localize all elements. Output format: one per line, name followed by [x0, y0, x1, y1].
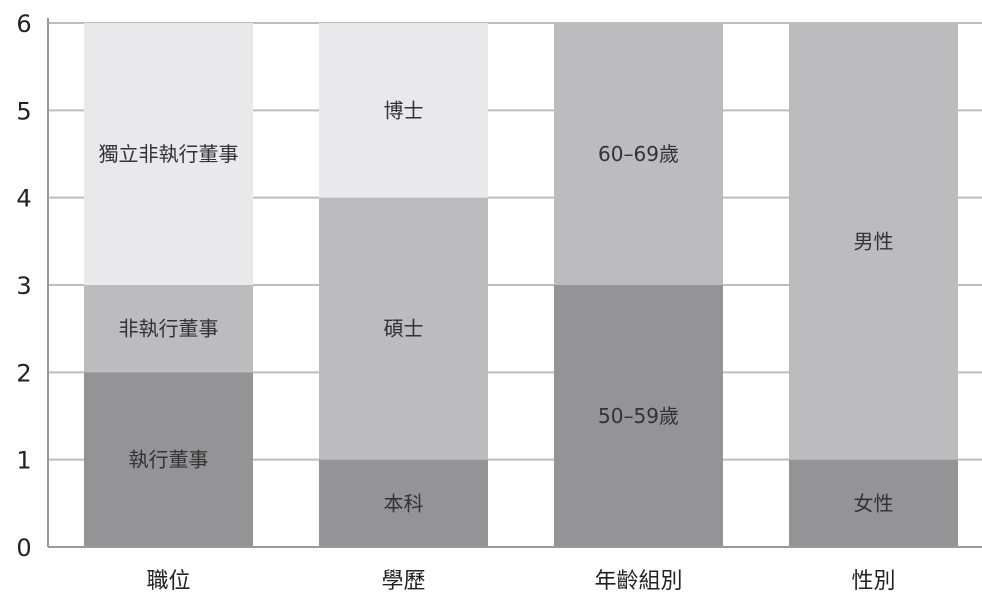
bar-segment-2-1: [554, 23, 723, 285]
y-tick-label-2: 2: [16, 359, 31, 387]
segment-label-0-2: 獨立非執行董事: [99, 142, 239, 166]
segment-label-0-1: 非執行董事: [119, 317, 219, 341]
category-label-0: 職位: [146, 569, 190, 594]
category-label-1: 學歷: [381, 569, 425, 594]
segment-label-3-0: 女性: [854, 491, 894, 515]
y-tick-label-5: 5: [16, 97, 31, 125]
y-tick-label-6: 6: [16, 10, 31, 38]
y-tick-label-0: 0: [16, 534, 31, 562]
bars: [84, 23, 958, 547]
segment-label-0-0: 執行董事: [129, 448, 209, 472]
category-label-3: 性別: [851, 569, 895, 594]
segment-label-1-1: 碩士: [384, 317, 424, 341]
y-tick-label-1: 1: [16, 447, 31, 475]
bar-segment-1-2: [319, 23, 488, 198]
segment-label-1-0: 本科: [384, 491, 424, 515]
bar-segment-3-1: [789, 23, 958, 460]
segment-label-2-1: 60–69歲: [598, 142, 679, 166]
bar-segment-0-1: [84, 285, 253, 373]
bar-segment-0-0: [84, 372, 253, 547]
segment-label-2-0: 50–59歲: [598, 404, 679, 428]
bar-segment-0-2: [84, 23, 253, 285]
bar-segment-2-0: [554, 285, 723, 547]
axes: 0 1 2 3 4 5 6: [16, 10, 982, 562]
y-tick-label-3: 3: [16, 272, 31, 300]
category-label-2: 年齡組別: [594, 569, 682, 594]
y-tick-label-4: 4: [16, 185, 31, 213]
segment-label-3-1: 男性: [854, 229, 894, 253]
bar-segment-1-0: [319, 459, 488, 547]
bar-segment-3-0: [789, 459, 958, 547]
segment-label-1-2: 博士: [384, 98, 424, 122]
bar-segment-1-1: [319, 197, 488, 460]
